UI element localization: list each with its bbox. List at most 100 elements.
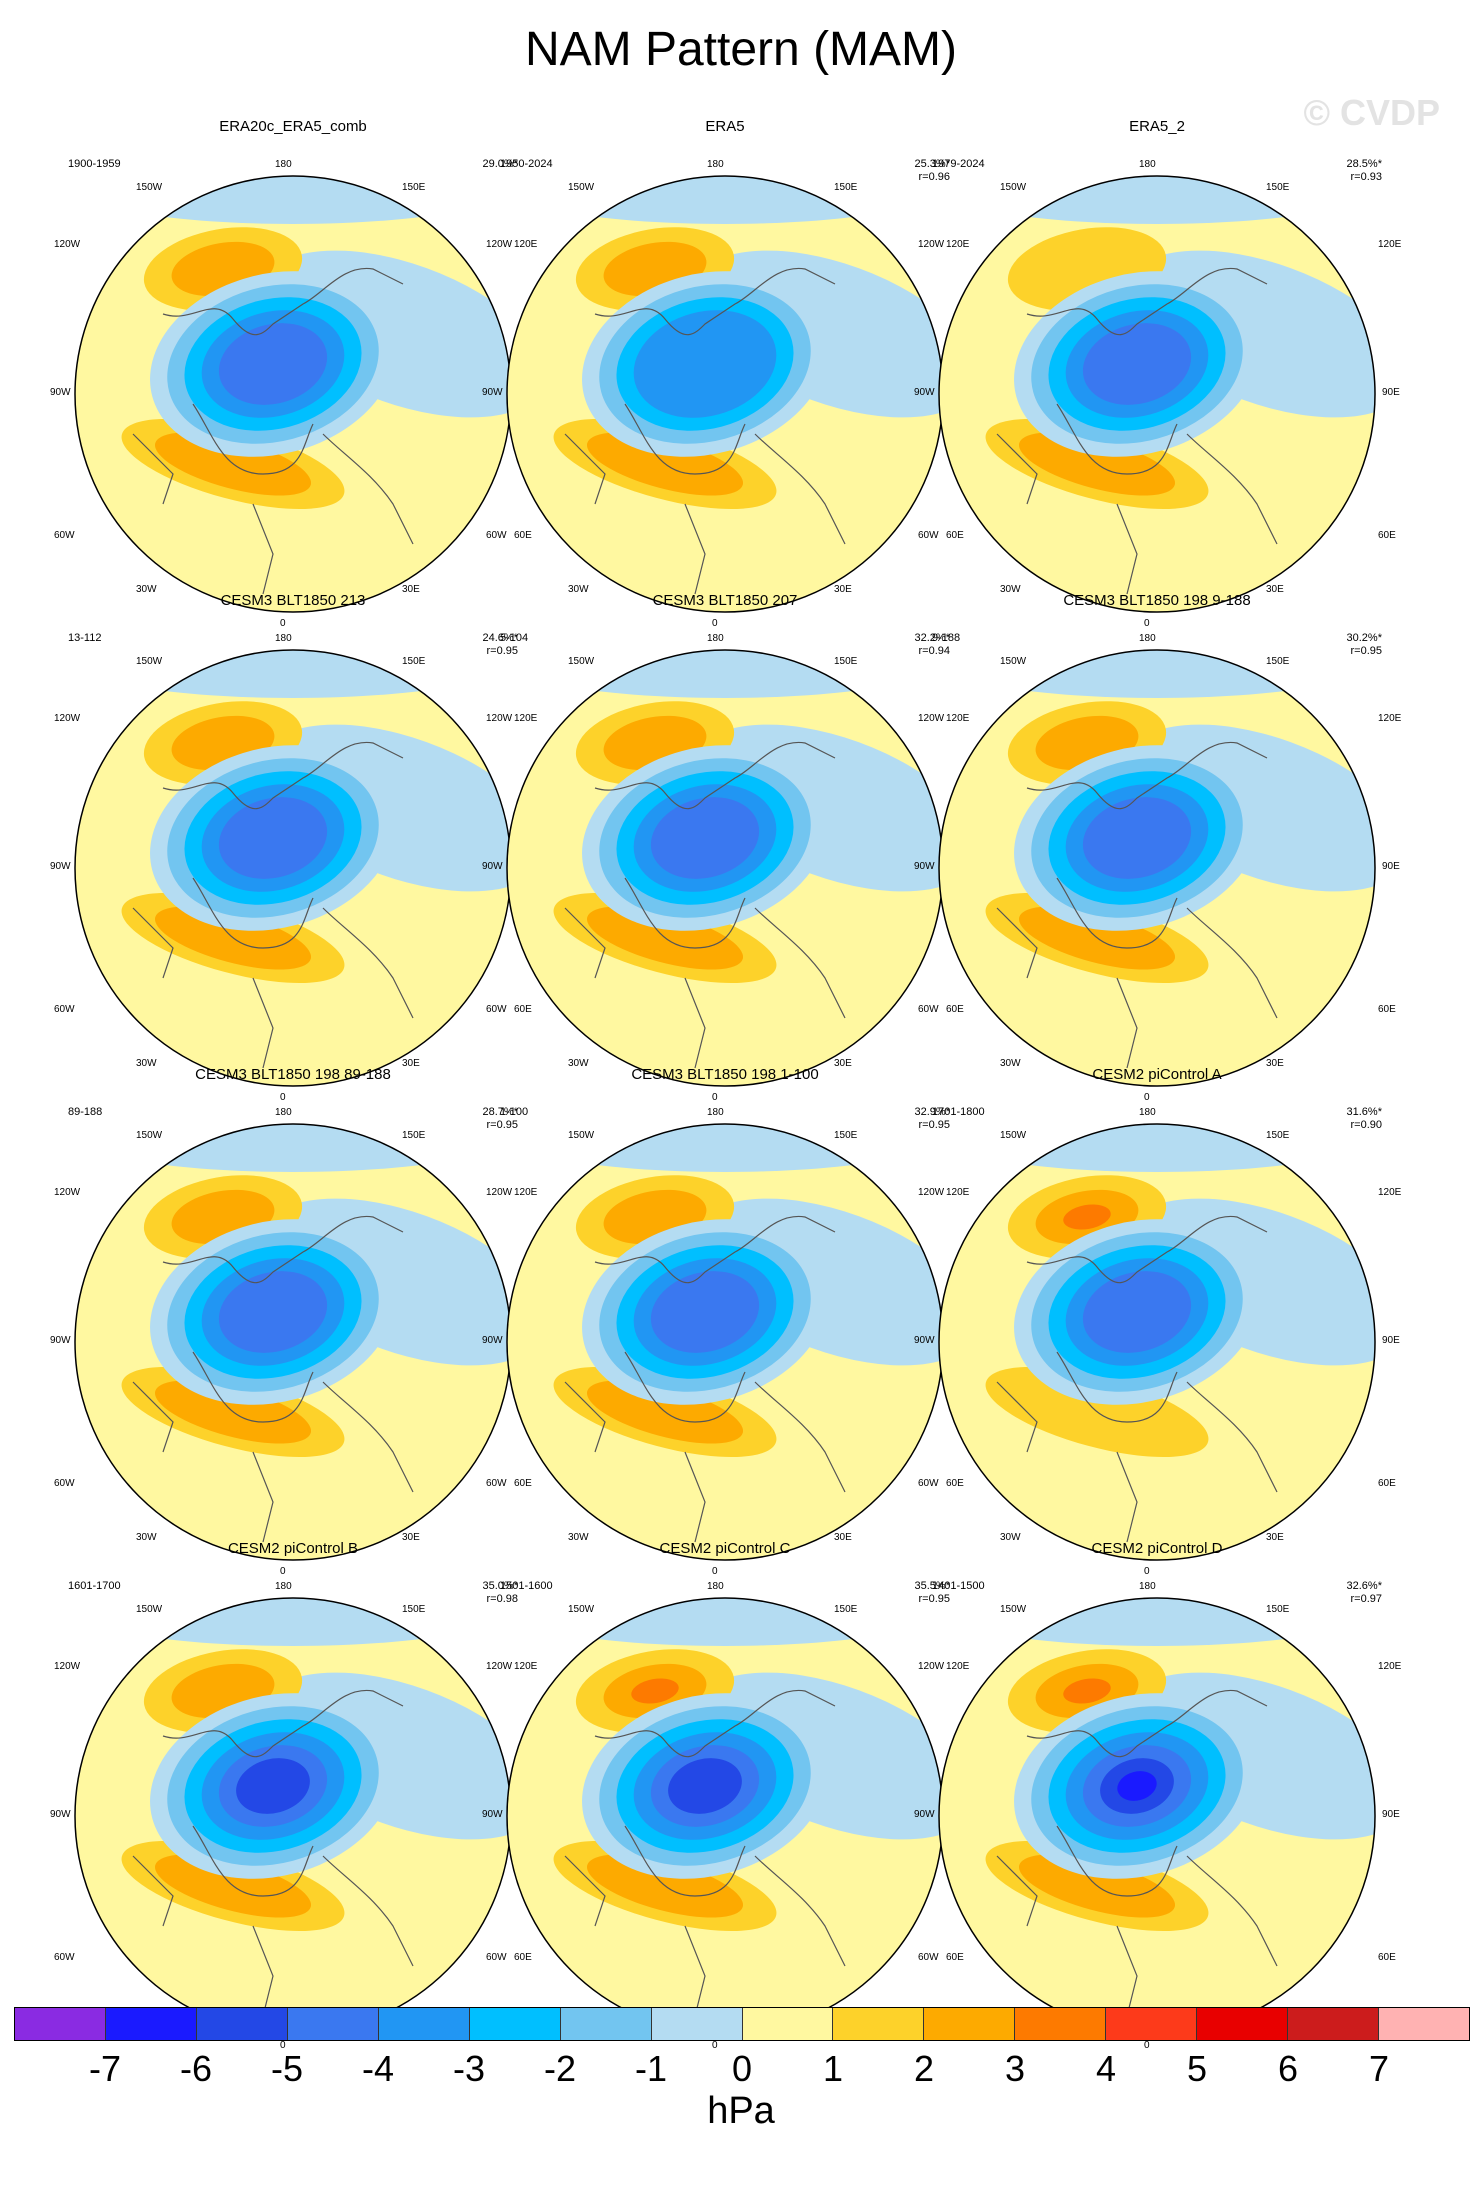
longitude-label: 30W — [568, 1532, 589, 1543]
map-panel: CESM2 piControl A 1701-1800 31.6%* r=0.90 18… — [910, 1066, 1404, 1577]
longitude-label: 90E — [1382, 1809, 1400, 1820]
longitude-label: 150W — [136, 656, 163, 667]
longitude-label: 150E — [402, 1604, 426, 1615]
longitude-label: 60W — [486, 1004, 507, 1015]
colorbar-swatch — [287, 2008, 379, 2040]
longitude-label: 0 — [280, 618, 286, 629]
panel-period: 13-112 — [68, 632, 102, 644]
colorbar-swatch — [1015, 2008, 1107, 2040]
map-panel: CESM3 BLT1850 198 9-188 9-188 30.2%* r=0.95… — [910, 592, 1404, 1103]
longitude-label: 120E — [1378, 1661, 1402, 1672]
arctic-low-contour — [218, 1271, 328, 1353]
longitude-label: 90W — [914, 1335, 935, 1346]
map-border — [938, 1123, 1376, 1561]
longitude-label: 30E — [402, 1058, 420, 1069]
longitude-label: 30E — [834, 584, 852, 595]
map-panel: CESM2 piControl B 1601-1700 35.0%* r=0.98 18… — [46, 1540, 540, 2051]
longitude-label: 60W — [486, 530, 507, 541]
longitude-label: 150W — [568, 656, 595, 667]
variance-explained: 32.6%* — [1346, 1580, 1382, 1592]
colorbar-swatch — [924, 2008, 1016, 2040]
longitude-label: 90W — [914, 1809, 935, 1820]
longitude-label: 60W — [54, 1952, 75, 1963]
coastline — [996, 267, 1278, 595]
colorbar-swatch — [378, 2008, 470, 2040]
polar-map — [74, 1597, 512, 2035]
map-panel: CESM3 BLT1850 213 13-112 24.6%* r=0.95 180 0 1… — [46, 592, 540, 1103]
panel-title: CESM3 BLT1850 207 — [652, 592, 798, 609]
colorbar-tick-label: 4 — [1095, 2048, 1117, 2089]
variance-explained: 35.5%* — [914, 1580, 950, 1592]
longitude-label: 120W — [918, 713, 945, 724]
longitude-label: 0 — [1144, 618, 1150, 629]
panel-period: 1701-1800 — [932, 1106, 985, 1118]
polar-map — [938, 175, 1376, 613]
panel-title: CESM3 BLT1850 198 1-100 — [631, 1066, 819, 1083]
pattern-correlation: r=0.95 — [918, 1593, 951, 1605]
longitude-label: 120W — [918, 1661, 945, 1672]
polar-map — [74, 649, 512, 1087]
longitude-label: 150E — [1266, 1130, 1290, 1141]
panel-period: 1-100 — [500, 1106, 529, 1118]
longitude-label: 120W — [918, 1187, 945, 1198]
longitude-label: 0 — [712, 2040, 718, 2051]
longitude-label: 30W — [136, 1058, 157, 1069]
variance-explained: 25.3%* — [914, 158, 950, 170]
arctic-low-contour — [650, 797, 760, 879]
coastline — [996, 1215, 1278, 1543]
longitude-label: 120W — [54, 1661, 81, 1672]
longitude-label: 30W — [1000, 1532, 1021, 1543]
panel-title: ERA5_2 — [1129, 118, 1185, 135]
colorbar-tick-label: 3 — [1004, 2048, 1026, 2089]
longitude-label: 30W — [568, 584, 589, 595]
longitude-label: 150E — [834, 1604, 858, 1615]
longitude-label: 120E — [1378, 239, 1402, 250]
panel-stats: 28.7%* r=0.95 — [483, 1106, 518, 1132]
map-panel: CESM3 BLT1850 198 89-188 89-188 28.7%* r=0.… — [46, 1066, 540, 1577]
longitude-label: 30W — [1000, 1058, 1021, 1069]
longitude-label: 180 — [707, 633, 724, 644]
arctic-low-contour — [633, 310, 777, 418]
panel-period: 9-188 — [932, 632, 961, 644]
longitude-label: 150W — [136, 1604, 163, 1615]
colorbar-swatch — [651, 2008, 743, 2040]
pattern-correlation: r=0.90 — [1350, 1119, 1383, 1131]
colorbar-tick-label: -1 — [634, 2048, 667, 2089]
longitude-label: 30E — [834, 1532, 852, 1543]
longitude-label: 120W — [486, 1187, 513, 1198]
variance-explained: 29.0%* — [482, 158, 518, 170]
longitude-label: 150W — [568, 1130, 595, 1141]
coastline — [564, 1215, 846, 1543]
panel-title: CESM2 piControl C — [659, 1540, 791, 1557]
colorbar-swatch — [742, 2008, 834, 2040]
arctic-low-contour — [668, 1758, 742, 1814]
longitude-label: 120E — [514, 1661, 538, 1672]
colorbar-units: hPa — [707, 2090, 775, 2132]
longitude-label: 60E — [514, 1952, 532, 1963]
longitude-label: 90W — [482, 1335, 503, 1346]
panel-period: 1950-2024 — [500, 158, 553, 170]
pattern-correlation: r=0.95 — [486, 645, 519, 657]
longitude-label: 90W — [50, 861, 71, 872]
variance-explained: 31.6%* — [1346, 1106, 1382, 1118]
panel-period: 1601-1700 — [68, 1580, 121, 1592]
longitude-label: 60W — [54, 1004, 75, 1015]
colorbar-tick-label: -5 — [270, 2048, 303, 2089]
longitude-label: 90W — [482, 387, 503, 398]
pattern-correlation: r=0.98 — [486, 1593, 519, 1605]
longitude-label: 0 — [280, 2040, 286, 2051]
variance-explained: 24.6%* — [482, 632, 518, 644]
longitude-label: 0 — [1144, 1566, 1150, 1577]
longitude-label: 120E — [946, 1187, 970, 1198]
panel-title: CESM2 piControl D — [1091, 1540, 1223, 1557]
panel-stats: 35.5%* r=0.95 — [915, 1580, 950, 1606]
coastline — [132, 267, 414, 595]
pacific-high-contour — [1063, 1678, 1111, 1704]
colorbar-swatch — [196, 2008, 288, 2040]
panel-title: CESM3 BLT1850 198 9-188 — [1063, 592, 1251, 609]
longitude-label: 180 — [707, 159, 724, 170]
pacific-high-contour — [1063, 1204, 1111, 1230]
longitude-label: 150W — [136, 182, 163, 193]
map-panel: CESM2 piControl D 1401-1500 32.6%* r=0.97 18… — [910, 1540, 1404, 2051]
longitude-label: 60E — [1378, 1478, 1396, 1489]
